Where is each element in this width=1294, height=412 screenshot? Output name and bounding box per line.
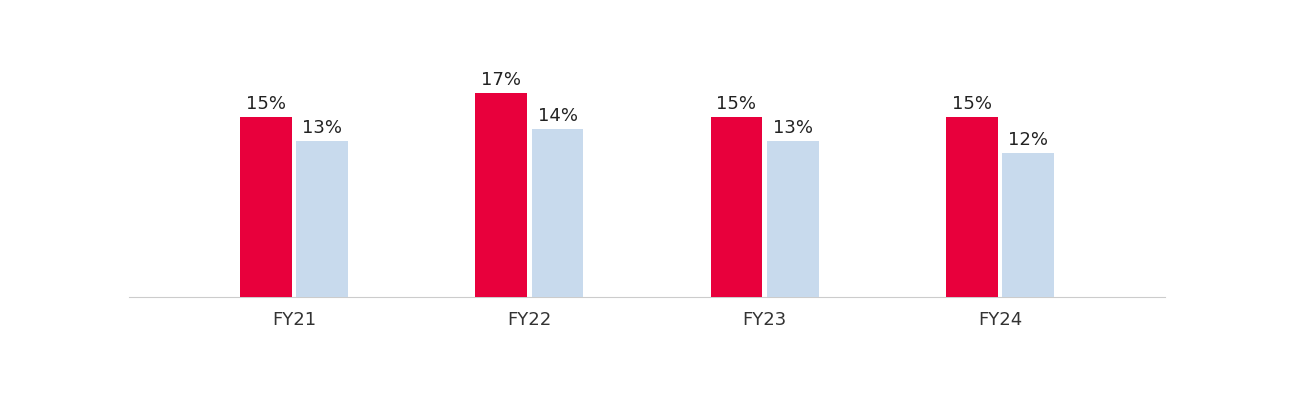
Text: 15%: 15%: [951, 95, 991, 112]
Text: 14%: 14%: [537, 107, 577, 125]
Bar: [710, 117, 762, 297]
Bar: [475, 93, 527, 297]
Bar: [946, 117, 998, 297]
Bar: [1003, 153, 1055, 297]
Text: 13%: 13%: [303, 119, 343, 137]
Bar: [239, 117, 291, 297]
Text: 15%: 15%: [717, 95, 757, 112]
Bar: [767, 141, 819, 297]
Bar: [296, 141, 348, 297]
Text: 13%: 13%: [773, 119, 813, 137]
Bar: [532, 129, 584, 297]
Text: 17%: 17%: [481, 71, 521, 89]
Text: 15%: 15%: [246, 95, 286, 112]
Text: 12%: 12%: [1008, 131, 1048, 149]
